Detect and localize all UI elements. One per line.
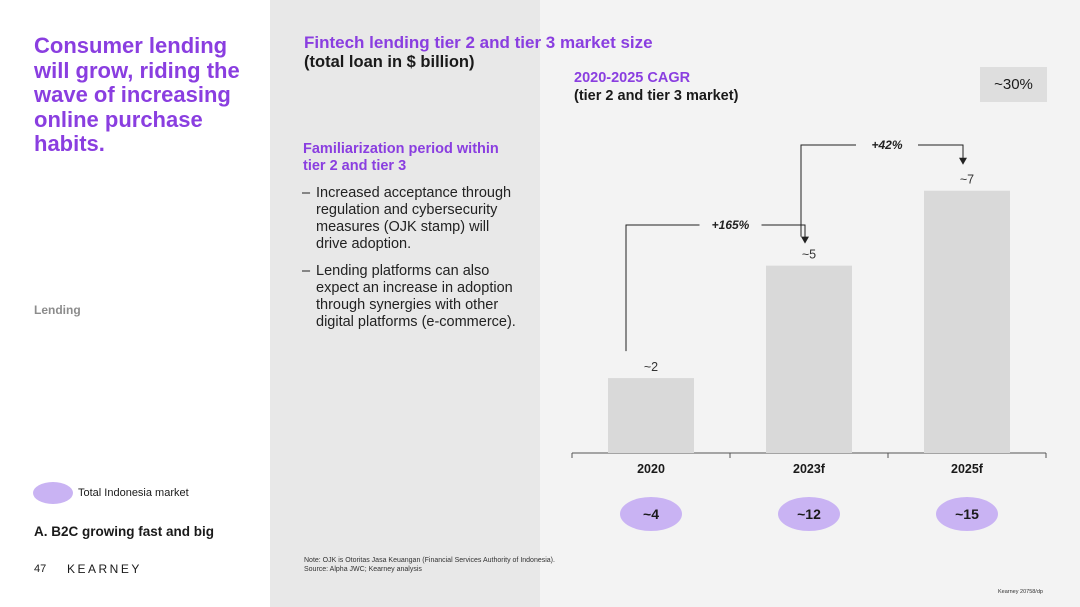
total-market-pill [936,497,998,531]
chart-subtitle: (total loan in $ billion) [304,53,475,71]
bullet-item: – Increased acceptance through regulatio… [302,185,522,253]
bar-2020 [608,378,694,453]
growth-connector-right [918,144,964,159]
total-market-label: ~15 [955,506,979,522]
page-number: 47 [34,563,47,575]
total-market-label: ~12 [797,506,821,522]
source-text: Source: Alpha JWC; Kearney analysis [304,566,422,573]
growth-arrowhead [959,157,967,165]
headline: Consumer lending will grow, riding the w… [34,33,240,156]
bar-chart: ~2 2020 ~4 ~5 2023f ~12 ~7 2025f ~15 +165% +42% [571,138,1047,531]
growth-connector-right [761,224,806,238]
growth-arrowhead [801,236,809,244]
category-label: 2025f [951,462,984,476]
cagr-title: 2020-2025 CAGR [574,70,691,86]
category-label: 2023f [793,462,826,476]
footnote: Note: OJK is Otoritas Jasa Keuangan (Fin… [304,556,555,574]
cagr-value-box: ~30% [980,67,1047,102]
bar-value-label: ~7 [960,173,974,187]
familiarization-bullets: – Increased acceptance through regulatio… [302,185,522,341]
middle-panel-background [270,0,540,607]
bullet-text: Increased acceptance through regulation … [316,185,512,252]
bar-value-label: ~2 [644,360,658,374]
note-text: Note: OJK is Otoritas Jasa Keuangan (Fin… [304,557,555,564]
legend-label: Total Indonesia market [78,487,189,499]
bar-value-label: ~5 [802,248,816,262]
bullet-dash: – [302,263,311,279]
total-market-pill [778,497,840,531]
section-tag: Lending [34,303,81,317]
chart-title: Fintech lending tier 2 and tier 3 market… [304,33,653,52]
footer-code: Kearney 20758/dp [998,589,1043,595]
bullet-text: Lending platforms can also expect an inc… [316,263,516,330]
bullet-item: – Lending platforms can also expect an i… [302,263,522,331]
cagr-subtitle: (tier 2 and tier 3 market) [574,88,739,104]
category-label: 2020 [637,462,665,476]
brand-logo: KEARNEY [67,562,142,576]
bar-2023f [766,265,852,453]
growth-label: +165% [712,218,750,232]
bar-2025f [924,190,1010,453]
familiarization-title: Familiarization period within tier 2 and… [303,141,499,174]
growth-connector-left [625,224,700,352]
growth-connector-left [800,144,856,237]
section-title: A. B2C growing fast and big [34,524,215,539]
bullet-dash: – [302,185,311,201]
total-market-pill [620,497,682,531]
total-market-label: ~4 [643,506,659,522]
growth-label: +42% [871,138,902,152]
legend-swatch [33,482,73,504]
